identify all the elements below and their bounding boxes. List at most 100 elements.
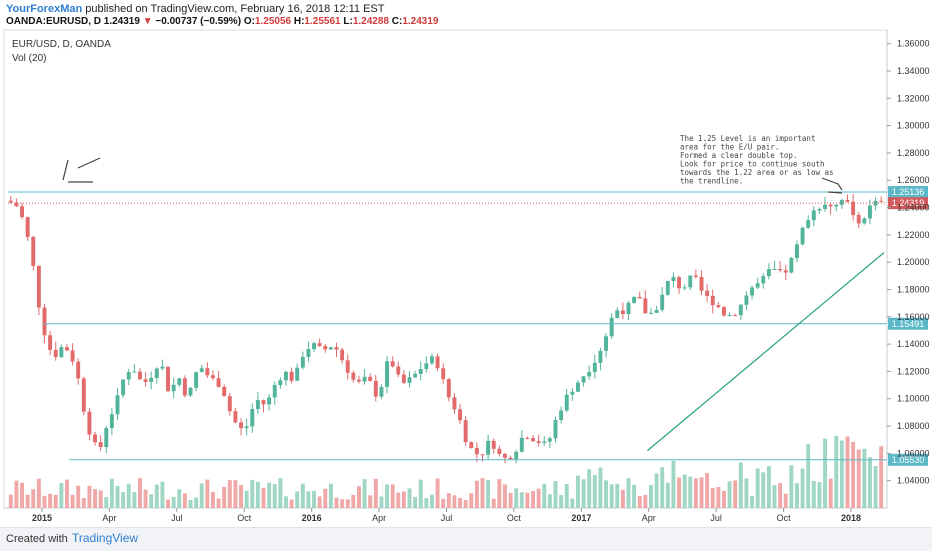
volume-bar <box>587 469 592 508</box>
volume-bar <box>441 498 446 508</box>
volume-bar <box>536 488 541 508</box>
candle-body <box>486 440 491 455</box>
candle-body <box>654 309 659 313</box>
candle-body <box>104 427 109 448</box>
volume-bar <box>542 483 547 508</box>
candle-body <box>340 349 345 361</box>
volume-bar <box>132 492 137 508</box>
trendline[interactable] <box>647 252 885 452</box>
volume-bar <box>806 444 811 508</box>
candle-body <box>525 437 530 439</box>
price-chart[interactable]: 1.25136 1.15491 1.05530 1.24319 1.36000 1.34… <box>0 0 932 527</box>
candle-body <box>598 350 603 363</box>
candle-body <box>587 371 592 377</box>
volume-bar <box>794 483 799 508</box>
author-link[interactable]: YourForexMan <box>6 3 83 15</box>
volume-bar <box>620 489 625 508</box>
y-axis-ticks: 1.36000 1.34000 1.32000 1.30000 1.28000 1.260… <box>887 39 930 486</box>
volume-bar <box>70 494 75 508</box>
volume-bar <box>53 494 58 508</box>
volume-bar <box>750 496 755 508</box>
candle-body <box>244 426 249 429</box>
volume-bar <box>126 483 131 508</box>
candle-body <box>446 379 451 398</box>
candle-body <box>424 363 429 370</box>
volume-bar <box>435 478 440 508</box>
volume-bar <box>519 492 524 508</box>
candle-body <box>160 366 165 369</box>
volume-bar <box>626 478 631 508</box>
close-label: C: <box>391 16 403 27</box>
volume-bar <box>502 484 507 508</box>
candle-body <box>789 258 794 273</box>
volume-bar <box>188 499 193 508</box>
volume-bar <box>772 485 777 508</box>
volume-bar <box>407 488 412 508</box>
candle-body <box>845 200 850 202</box>
candle-body <box>272 385 277 398</box>
candle-body <box>413 373 418 378</box>
volume-bar <box>682 474 687 508</box>
volume-bar <box>81 498 86 508</box>
candle-body <box>441 368 446 380</box>
y-tick-label: 1.36000 <box>897 39 930 49</box>
candle-body <box>778 269 783 271</box>
x-tick-label: 2017 <box>571 513 591 523</box>
volume-bar <box>559 495 564 508</box>
volume-bar <box>721 490 726 508</box>
volume-bar <box>76 485 81 508</box>
candle-body <box>283 371 288 381</box>
footer-bar: Created with TradingView <box>0 527 932 551</box>
level-price-tag <box>888 317 928 330</box>
candle-body <box>497 448 502 455</box>
candle-body <box>401 374 406 383</box>
y-tick-label: 1.08000 <box>897 421 930 431</box>
volume-indicator-label: Vol (20) <box>12 53 46 64</box>
drawing-marks[interactable] <box>62 157 843 194</box>
volume-bar <box>744 478 749 508</box>
candle-body <box>856 214 861 224</box>
candle-body <box>452 397 457 410</box>
candle-body <box>53 349 58 358</box>
candle-body <box>721 307 726 316</box>
volume-bar <box>845 436 850 508</box>
volume-bar <box>604 480 609 508</box>
volume-bar <box>474 480 479 508</box>
volume-bar <box>334 497 339 508</box>
candle-body <box>300 356 305 368</box>
volume-bar <box>323 488 328 508</box>
horizontal-levels: 1.25136 1.15491 1.05530 1.24319 <box>8 186 928 466</box>
level-price-label: 1.25136 <box>892 187 925 197</box>
volume-bar <box>93 489 98 508</box>
volume-bar <box>828 478 833 508</box>
candle-body <box>379 386 384 397</box>
candle-body <box>289 371 294 381</box>
y-tick-label: 1.14000 <box>897 339 930 349</box>
volume-bar <box>811 480 816 508</box>
candle-body <box>121 379 126 396</box>
candle-body <box>390 361 395 367</box>
volume-bar <box>227 480 232 508</box>
volume-bar <box>867 457 872 508</box>
candle-body <box>519 437 524 452</box>
volume-bar <box>104 497 109 508</box>
annotation-line: Formed a clear double top. <box>680 151 797 160</box>
annotation-line: the trendline. <box>680 177 743 186</box>
volume-bar <box>149 494 154 508</box>
candle-body <box>665 280 670 295</box>
volume-bar <box>418 479 423 508</box>
candle-body <box>817 208 822 211</box>
volume-bar <box>463 499 468 508</box>
volume-bar <box>570 498 575 508</box>
candle-body <box>806 220 811 228</box>
volume-bar <box>598 467 603 508</box>
volume-bar <box>396 492 401 508</box>
candle-body <box>278 380 283 386</box>
candle-body <box>222 386 227 397</box>
candle-body <box>368 376 373 381</box>
tradingview-brand-link[interactable]: TradingView <box>72 531 139 545</box>
volume-bar <box>609 484 614 508</box>
volume-bar <box>31 489 36 508</box>
candle-body <box>761 276 766 284</box>
candle-body <box>823 204 828 209</box>
